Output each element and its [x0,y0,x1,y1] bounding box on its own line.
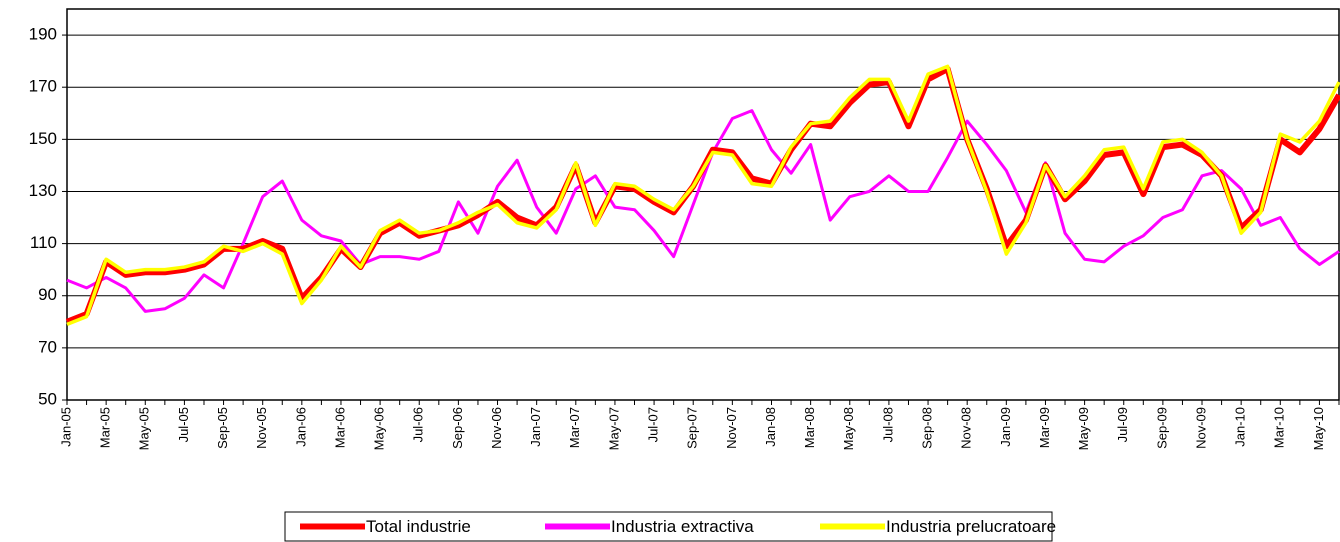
legend-box [284,511,1053,542]
x-tick-label: Jan-08 [763,407,778,447]
x-tick-label: Jan-09 [998,407,1013,447]
legend-label: Total industrie [366,517,471,536]
x-tick-label: May-05 [137,407,152,450]
x-tick-label: Jul-06 [411,407,426,442]
x-tick-label: May-06 [372,407,387,450]
y-tick-label: 50 [38,389,57,408]
x-tick-label: Jul-09 [1115,407,1130,442]
x-tick-label: Jan-10 [1233,407,1248,447]
plot-frame [66,8,1340,401]
x-tick-label: Mar-05 [98,407,113,448]
series-line [66,109,1340,313]
x-tick-label: Jan-05 [58,407,73,447]
y-tick-label: 70 [38,337,57,356]
x-tick-label: Jul-07 [646,407,661,442]
x-tick-label: Nov-07 [724,407,739,449]
legend-label: Industria prelucratoare [886,517,1056,536]
x-tick-label: Nov-08 [959,407,974,449]
x-tick-label: Jul-05 [176,407,191,442]
x-tick-label: May-10 [1311,407,1326,450]
x-tick-label: Mar-06 [332,407,347,448]
y-tick-label: 110 [30,233,57,252]
x-tick-label: Mar-07 [567,407,582,448]
series-line [65,65,1340,325]
x-tick-label: Sep-09 [1154,407,1169,449]
y-tick-label: 150 [29,129,57,148]
x-tick-label: Mar-10 [1272,407,1287,448]
x-tick-label: Jan-07 [528,407,543,447]
x-tick-label: Mar-09 [1037,407,1052,448]
x-tick-label: Jul-08 [880,407,895,442]
x-tick-label: May-08 [841,407,856,450]
y-tick-label: 190 [29,25,57,44]
x-tick-label: Nov-09 [1193,407,1208,449]
y-tick-label: 90 [38,285,57,304]
x-tick-label: Jan-06 [293,407,308,447]
x-tick-label: Nov-05 [254,407,269,449]
y-tick-label: 170 [29,77,57,96]
x-tick-label: Mar-08 [802,407,817,448]
x-tick-label: Sep-06 [450,407,465,449]
x-tick-label: May-07 [606,407,621,450]
x-tick-label: May-09 [1076,407,1091,450]
legend-label: Industria extractiva [611,517,754,536]
x-tick-label: Sep-05 [215,407,230,449]
series-line [66,64,1340,327]
x-tick-label: Sep-07 [685,407,700,449]
y-tick-label: 130 [29,181,57,200]
x-tick-label: Nov-06 [489,407,504,449]
x-tick-label: Sep-08 [919,407,934,449]
